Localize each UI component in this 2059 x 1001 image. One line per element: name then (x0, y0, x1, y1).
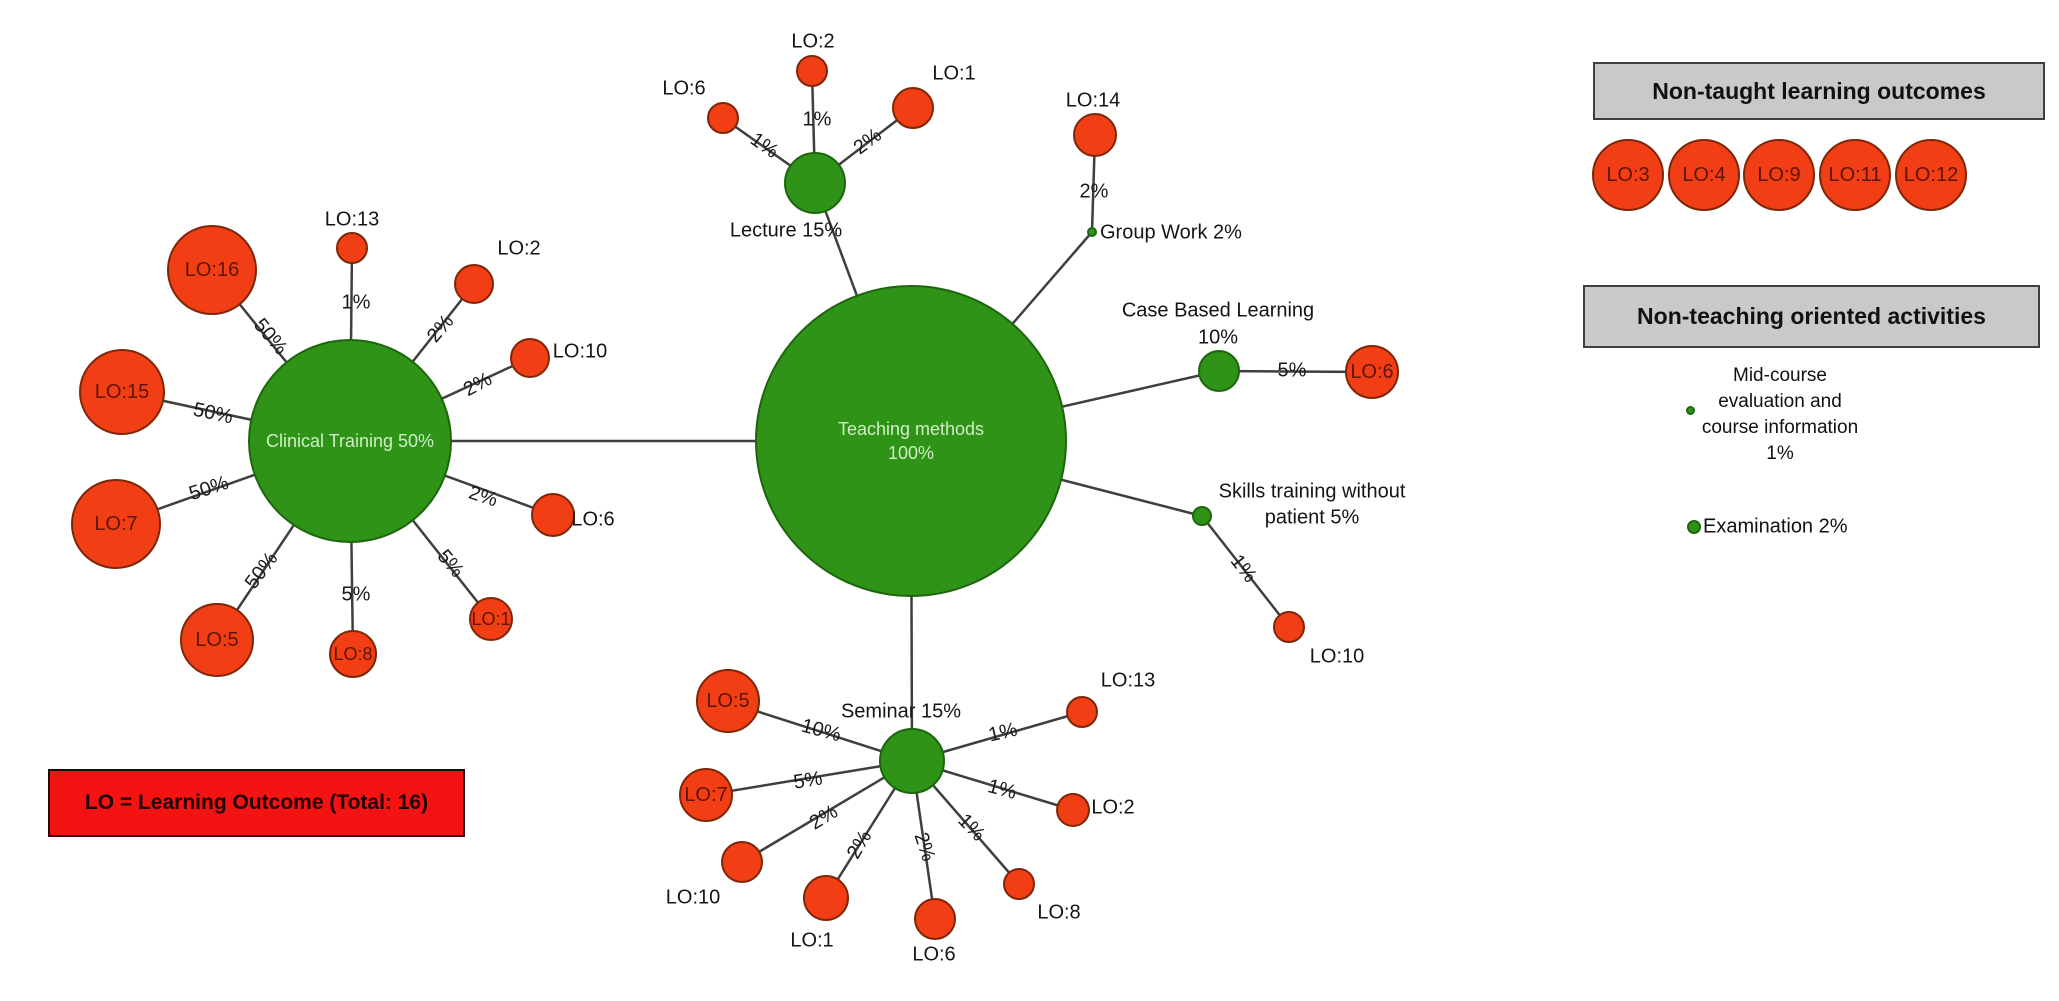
clinical-lo2-label: LO:2 (497, 237, 541, 260)
clinical-lo13-label: LO:13 (324, 208, 380, 231)
node-clinical-training: Clinical Training 50% (248, 339, 452, 543)
seminar-label: Seminar 15% (840, 700, 962, 723)
lecture-lo2-label: LO:2 (791, 30, 835, 53)
nontaught-lo11-label: LO:11 (1828, 163, 1882, 186)
seminar-lo10-label: LO:10 (665, 886, 721, 909)
node-clinical-lo16: LO:16 (167, 225, 257, 315)
clinical-lo13-pct: 1% (341, 291, 371, 314)
node-skills-lo10 (1273, 611, 1305, 643)
group-work-label: Group Work 2% (1100, 221, 1242, 244)
node-nontaught-lo9: LO:9 (1743, 139, 1815, 211)
groupwork-lo14-pct: 2% (1079, 180, 1109, 203)
mid-course-line1: Mid-course (1733, 365, 1827, 386)
node-lecture-lo2 (796, 55, 828, 87)
legend-text: LO = Learning Outcome (Total: 16) (84, 791, 429, 814)
clinical-lo6-label: LO:6 (571, 508, 615, 531)
node-mid-course-dot (1686, 406, 1695, 415)
groupwork-lo14-label: LO:14 (1065, 89, 1121, 112)
node-clinical-lo5: LO:5 (180, 603, 254, 677)
teaching-methods-pct: 100% (887, 443, 935, 463)
seminar-lo1-label: LO:1 (790, 929, 834, 952)
skills-label-line1: Skills training without (1218, 480, 1406, 503)
node-seminar-lo13 (1066, 696, 1098, 728)
non-taught-header: Non-taught learning outcomes (1593, 62, 2045, 120)
nontaught-lo3-label: LO:3 (1606, 163, 1650, 186)
non-teaching-title: Non-teaching oriented activities (1637, 303, 1986, 329)
nontaught-lo4-label: LO:4 (1682, 163, 1726, 186)
clinical-lo8-label: LO:8 (333, 643, 373, 664)
skills-label-line2: patient 5% (1264, 506, 1360, 529)
seminar-lo8-label: LO:8 (1037, 901, 1081, 924)
node-seminar-lo5: LO:5 (696, 669, 760, 733)
seminar-lo7-label: LO:7 (684, 783, 728, 806)
node-lecture (784, 152, 846, 214)
seminar-lo5-label: LO:5 (706, 689, 750, 712)
clinical-lo7-label: LO:7 (94, 512, 138, 535)
node-clinical-lo10 (510, 338, 550, 378)
case-based-label: Case Based Learning (1121, 299, 1315, 322)
clinical-lo15-label: LO:15 (94, 380, 150, 403)
node-seminar-lo8 (1003, 868, 1035, 900)
node-nontaught-lo4: LO:4 (1668, 139, 1740, 211)
node-seminar-lo1 (803, 875, 849, 921)
node-group-work (1087, 227, 1097, 237)
node-clinical-lo15: LO:15 (79, 349, 165, 435)
clinical-lo16-label: LO:16 (184, 258, 240, 281)
lecture-lo2-pct: 1% (802, 108, 832, 131)
clinical-lo1-label: LO:1 (471, 608, 511, 629)
node-seminar-lo2 (1056, 793, 1090, 827)
edge-seminar-lo7 (705, 759, 913, 797)
node-nontaught-lo3: LO:3 (1592, 139, 1664, 211)
mid-course-line3: course information (1701, 417, 1859, 438)
mid-course-line4: 1% (1766, 443, 1794, 464)
node-clinical-lo2 (454, 264, 494, 304)
seminar-lo7-pct: 5% (791, 767, 824, 794)
nontaught-lo12-label: LO:12 (1903, 163, 1959, 186)
non-teaching-header: Non-teaching oriented activities (1583, 285, 2040, 348)
non-taught-title: Non-taught learning outcomes (1652, 77, 1986, 104)
node-lecture-lo6 (707, 102, 739, 134)
node-examination-dot (1687, 520, 1701, 534)
node-seminar-lo7: LO:7 (679, 768, 733, 822)
node-clinical-lo1: LO:1 (469, 597, 513, 641)
node-groupwork-lo14 (1073, 113, 1117, 157)
node-casebased-lo6: LO:6 (1345, 345, 1399, 399)
node-clinical-lo8: LO:8 (329, 630, 377, 678)
skills-lo10-label: LO:10 (1309, 645, 1365, 668)
node-clinical-lo7: LO:7 (71, 479, 161, 569)
seminar-lo6-label: LO:6 (912, 943, 956, 966)
case-based-pct: 10% (1197, 326, 1239, 349)
clinical-lo10-label: LO:10 (552, 340, 608, 363)
lecture-label: Lecture 15% (729, 219, 843, 242)
node-teaching-methods: Teaching methods 100% (755, 285, 1067, 597)
lecture-lo6-label: LO:6 (662, 77, 706, 100)
examination-label: Examination 2% (1703, 515, 1848, 538)
node-clinical-lo13 (336, 232, 368, 264)
seminar-lo13-label: LO:13 (1100, 669, 1156, 692)
clinical-lo8-pct: 5% (341, 583, 371, 606)
node-seminar (879, 728, 945, 794)
node-clinical-lo6 (531, 493, 575, 537)
legend-box: LO = Learning Outcome (Total: 16) (48, 769, 465, 837)
lecture-lo1-label: LO:1 (932, 62, 976, 85)
nontaught-lo9-label: LO:9 (1757, 163, 1801, 186)
mid-course-label: Mid-course evaluation and course informa… (1668, 363, 1892, 467)
clinical-training-label: Clinical Training 50% (265, 430, 435, 451)
casebased-lo6-pct: 5% (1277, 359, 1307, 382)
node-seminar-lo6 (914, 898, 956, 940)
seminar-lo2-label: LO:2 (1091, 796, 1135, 819)
casebased-lo6-label: LO:6 (1350, 360, 1394, 383)
node-nontaught-lo11: LO:11 (1819, 139, 1891, 211)
mid-course-line2: evaluation and (1718, 391, 1842, 412)
node-seminar-lo10 (721, 841, 763, 883)
node-lecture-lo1 (892, 87, 934, 129)
edge-skills-lo10 (1201, 515, 1290, 628)
node-case-based-learning (1198, 350, 1240, 392)
node-skills-training (1192, 506, 1212, 526)
node-nontaught-lo12: LO:12 (1895, 139, 1967, 211)
clinical-lo5-label: LO:5 (195, 628, 239, 651)
teaching-methods-label: Teaching methods (837, 418, 985, 439)
